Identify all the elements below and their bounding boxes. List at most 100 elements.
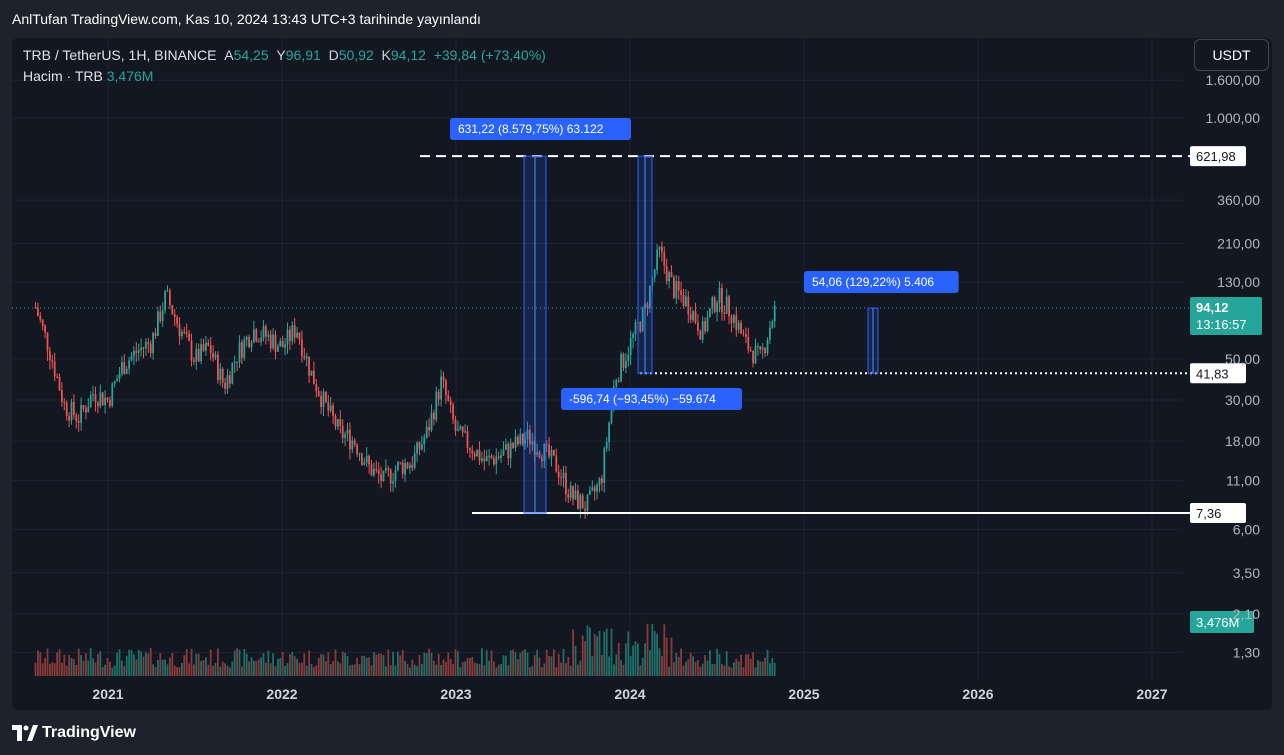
currency-button[interactable]: USDT (1194, 39, 1269, 71)
candle-body (104, 397, 106, 406)
volume-bar (212, 665, 214, 676)
volume-bar (344, 652, 346, 676)
candle-body (351, 440, 354, 450)
volume-bar (317, 657, 320, 676)
volume-bar (617, 642, 620, 676)
candle-body (101, 392, 104, 406)
candle-body (145, 341, 147, 349)
volume-bar (207, 664, 210, 676)
volume-bar (356, 658, 358, 676)
candle-body (521, 433, 524, 444)
candle-body (334, 415, 337, 427)
candle-body (325, 391, 327, 402)
volume-label[interactable]: Hacim · TRB (23, 68, 103, 84)
candle-body (332, 405, 334, 416)
candle-body (656, 249, 658, 270)
volume-bar (298, 662, 301, 676)
candle-body (262, 326, 265, 338)
volume-bar (82, 660, 85, 676)
candle-body (471, 450, 474, 454)
volume-bar (241, 666, 243, 676)
candle-body (610, 405, 613, 423)
volume-bar (183, 655, 186, 676)
candle-body (622, 354, 625, 368)
volume-bar (490, 650, 493, 676)
candle-body (677, 281, 680, 291)
volume-bar (185, 649, 188, 676)
volume-bar (675, 652, 678, 676)
price-chart[interactable]: 621,98 41,83 7,36 94,12 13:16:57 631,22 (8.57… (12, 38, 1272, 710)
candle-body (118, 373, 121, 379)
volume-bar (111, 667, 114, 676)
volume-bar (481, 648, 483, 676)
candle-body (447, 395, 450, 401)
candle-body (692, 311, 694, 321)
volume-bar (706, 660, 709, 676)
candle-body (274, 334, 277, 352)
candle-body (315, 384, 318, 392)
candle-body (171, 305, 174, 315)
candle-body (231, 363, 234, 384)
candle-body (689, 314, 692, 321)
candle-body (221, 368, 224, 383)
candle-body (34, 307, 37, 309)
volume-bar (761, 661, 764, 676)
candle-body (490, 455, 493, 459)
candle-body (183, 331, 186, 333)
candle-body (773, 305, 776, 322)
candle-body (711, 297, 714, 309)
volume-bar (140, 651, 142, 676)
candle-body (272, 334, 274, 349)
candle-body (70, 401, 73, 421)
volume-bar (601, 654, 603, 676)
volume-bar (231, 661, 234, 676)
candle-body (701, 321, 704, 340)
volume-bar (649, 650, 651, 676)
x-tick-label: 2024 (614, 686, 645, 702)
candle-body (685, 296, 687, 306)
volume-bar (771, 658, 774, 676)
candle-body (265, 326, 267, 337)
chart-frame[interactable]: 621,98 41,83 7,36 94,12 13:16:57 631,22 (8.57… (12, 38, 1272, 710)
candle-body (219, 368, 222, 381)
volume-bar (413, 664, 416, 676)
volume-bar (121, 660, 123, 676)
volume-bar (665, 637, 668, 676)
tradingview-logo[interactable]: TradingView (12, 724, 136, 742)
volume-bar (440, 664, 442, 676)
volume-bar (389, 664, 392, 676)
candle-body (389, 470, 392, 484)
volume-bar (346, 655, 349, 676)
candle-body (509, 442, 512, 459)
candle-body (176, 316, 178, 324)
candle-body (442, 376, 445, 381)
candle-body (461, 426, 464, 433)
candle-body (39, 315, 42, 320)
volume-bar (358, 664, 361, 676)
volume-bar (125, 655, 128, 676)
candle-body (413, 453, 416, 468)
candle-body (764, 347, 766, 354)
candle-body (562, 472, 565, 479)
volume-bar (224, 663, 226, 676)
candle-body (584, 508, 586, 511)
candle-body (113, 381, 116, 384)
candle-body (269, 334, 272, 349)
volume-bar (670, 637, 673, 676)
candle-body (195, 348, 198, 362)
volume-bar (586, 625, 589, 676)
volume-bar (521, 650, 524, 676)
volume-bar (701, 663, 704, 676)
volume-bar (193, 664, 195, 676)
volume-bar (605, 628, 608, 676)
volume-bar (555, 667, 558, 676)
candle-body (125, 368, 128, 374)
volume-bar (236, 648, 238, 676)
candle-body (111, 383, 114, 406)
volume-bar (301, 662, 303, 676)
symbol-label[interactable]: TRB / TetherUS, 1H, BINANCE (23, 47, 217, 63)
candle-body (82, 405, 85, 409)
measure-label: 631,22 (8.579,75%) 63.122 (458, 122, 604, 136)
volume-bar (459, 667, 462, 676)
volume-bar (94, 662, 97, 676)
